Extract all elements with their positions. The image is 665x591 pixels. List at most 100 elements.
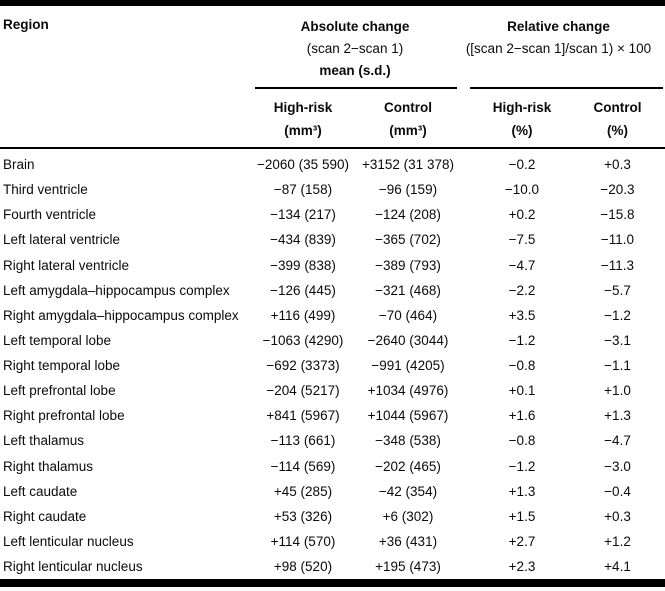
cell-region: Right prefrontal lobe	[3, 408, 125, 424]
table-row: Right amygdala–hippocampus complex +116 (…	[0, 303, 665, 328]
cell-rel-high-risk: −7.5	[508, 232, 536, 248]
cell-rel-control: −5.7	[604, 282, 631, 298]
column-header-abs-high-risk: High-risk (mm³)	[250, 97, 356, 143]
cell-abs-high-risk: −434 (839)	[270, 232, 336, 248]
column-label: Control	[384, 100, 432, 115]
cell-abs-high-risk: +98 (520)	[273, 559, 333, 575]
cell-rel-control: −3.0	[604, 458, 631, 474]
cell-abs-control: −124 (208)	[375, 207, 441, 223]
cell-abs-high-risk: −114 (569)	[270, 458, 336, 474]
cell-abs-control: −70 (464)	[378, 307, 438, 323]
cell-region: Left thalamus	[3, 433, 85, 449]
table-row: Left amygdala–hippocampus complex −126 (4…	[0, 278, 665, 303]
cell-region: Left prefrontal lobe	[3, 383, 116, 399]
cell-rel-high-risk: −10.0	[504, 182, 540, 198]
table-row: Right prefrontal lobe +841 (5967) +1044 (5…	[0, 403, 665, 428]
table-row: Left prefrontal lobe −204 (5217) +1034 (49…	[0, 378, 665, 403]
cell-rel-control: +1.3	[604, 408, 631, 424]
cell-abs-high-risk: −87 (158)	[273, 182, 333, 198]
cell-region: Right lateral ventricle	[3, 257, 130, 273]
cell-region: Left lateral ventricle	[3, 232, 121, 248]
cell-abs-control: −321 (468)	[375, 282, 441, 298]
column-header-abs-control: Control (mm³)	[356, 97, 460, 143]
header-body-divider-rule	[0, 147, 665, 149]
group-subtitle-relative-change: ([scan 2−scan 1]/scan 1) × 100	[465, 41, 652, 56]
cell-abs-control: −991 (4205)	[371, 358, 445, 374]
cell-rel-high-risk: +1.6	[508, 408, 536, 424]
cell-abs-high-risk: −1063 (4290)	[262, 332, 344, 348]
cell-rel-high-risk: +1.3	[508, 483, 536, 499]
cell-rel-high-risk: +0.1	[508, 383, 536, 399]
cell-abs-high-risk: −134 (217)	[270, 207, 336, 223]
table-top-rule	[0, 0, 665, 6]
group-title-relative-change: Relative change	[507, 19, 610, 34]
cell-abs-control: +3152 (31 378)	[362, 157, 454, 173]
table-row: Left thalamus −113 (661) −348 (538) −0.8 −4.…	[0, 428, 665, 453]
table-row: Brain −2060 (35 590) +3152 (31 378) −0.2 +0.…	[0, 152, 665, 177]
cell-rel-control: +0.3	[604, 157, 631, 173]
cell-abs-control: −42 (354)	[378, 483, 438, 499]
cell-region: Left temporal lobe	[3, 332, 112, 348]
table-row: Left temporal lobe −1063 (4290) −2640 (304…	[0, 328, 665, 353]
column-label: High-risk	[492, 100, 552, 115]
cell-abs-high-risk: −399 (838)	[270, 257, 336, 273]
cell-rel-control: −1.1	[604, 358, 631, 374]
cell-rel-high-risk: −0.8	[508, 358, 536, 374]
cell-region: Right temporal lobe	[3, 358, 121, 374]
cell-rel-control: −11.3	[600, 257, 635, 273]
table-bottom-rule	[0, 579, 665, 587]
cell-region: Third ventricle	[3, 182, 88, 198]
group-title-absolute-change: Absolute change	[300, 19, 410, 34]
absolute-change-group-rule	[255, 87, 457, 89]
cell-rel-high-risk: −4.7	[508, 257, 536, 273]
cell-rel-high-risk: +2.3	[508, 559, 536, 575]
cell-rel-control: +0.3	[604, 508, 631, 524]
cell-rel-control: +1.2	[604, 533, 631, 549]
cell-abs-control: −348 (538)	[375, 433, 441, 449]
table-row: Right lateral ventricle −399 (838) −389 (7…	[0, 253, 665, 278]
cell-abs-high-risk: −126 (445)	[270, 282, 336, 298]
cell-rel-high-risk: +2.7	[508, 533, 536, 549]
cell-rel-high-risk: +3.5	[508, 307, 536, 323]
cell-abs-control: −389 (793)	[375, 257, 441, 273]
cell-abs-control: +36 (431)	[378, 533, 438, 549]
cell-abs-high-risk: −204 (5217)	[266, 383, 340, 399]
cell-rel-high-risk: −0.2	[508, 157, 536, 173]
cell-rel-control: +4.1	[604, 559, 631, 575]
cell-abs-control: +1044 (5967)	[367, 408, 449, 424]
cell-abs-high-risk: +841 (5967)	[266, 408, 340, 424]
cell-rel-high-risk: +0.2	[508, 207, 536, 223]
cell-region: Right caudate	[3, 508, 87, 524]
cell-rel-control: −0.4	[604, 483, 631, 499]
cell-abs-control: +195 (473)	[375, 559, 441, 575]
table-row: Right temporal lobe −692 (3373) −991 (4205…	[0, 353, 665, 378]
cell-abs-high-risk: −2060 (35 590)	[257, 157, 349, 173]
cell-abs-control: +6 (302)	[382, 508, 434, 524]
group-header-relative-change: Relative change ([scan 2−scan 1]/scan 1)…	[452, 17, 665, 61]
cell-abs-high-risk: +116 (499)	[270, 307, 336, 323]
group-subtitle2-absolute-change: mean (s.d.)	[319, 63, 391, 78]
group-subtitle-absolute-change: (scan 2−scan 1)	[306, 41, 404, 56]
table-row: Right lenticular nucleus +98 (520) +195 (4…	[0, 554, 665, 579]
column-unit: (%)	[511, 123, 533, 138]
table-row: Left lenticular nucleus +114 (570) +36 (43…	[0, 529, 665, 554]
cell-abs-control: −96 (159)	[378, 182, 438, 198]
cell-abs-high-risk: +53 (326)	[273, 508, 333, 524]
cell-region: Right amygdala–hippocampus complex	[3, 307, 239, 323]
cell-abs-control: −2640 (3044)	[367, 332, 449, 348]
cell-rel-control: −11.0	[600, 232, 635, 248]
column-unit: (%)	[607, 123, 628, 138]
relative-change-group-rule	[470, 87, 663, 89]
table-row: Left lateral ventricle −434 (839) −365 (70…	[0, 227, 665, 252]
cell-abs-high-risk: +114 (570)	[270, 533, 336, 549]
table-row: Right caudate +53 (326) +6 (302) +1.5 +0.3	[0, 504, 665, 529]
cell-region: Left lenticular nucleus	[3, 533, 134, 549]
cell-rel-control: −4.7	[604, 433, 631, 449]
cell-rel-control: −15.8	[600, 207, 635, 223]
table-row: Right thalamus −114 (569) −202 (465) −1.2 −3…	[0, 454, 665, 479]
group-header-absolute-change: Absolute change (scan 2−scan 1) mean (s.…	[250, 17, 460, 83]
column-header-region: Region	[3, 17, 49, 32]
column-unit: (mm³)	[389, 123, 427, 138]
column-header-rel-control: Control (%)	[570, 97, 665, 143]
